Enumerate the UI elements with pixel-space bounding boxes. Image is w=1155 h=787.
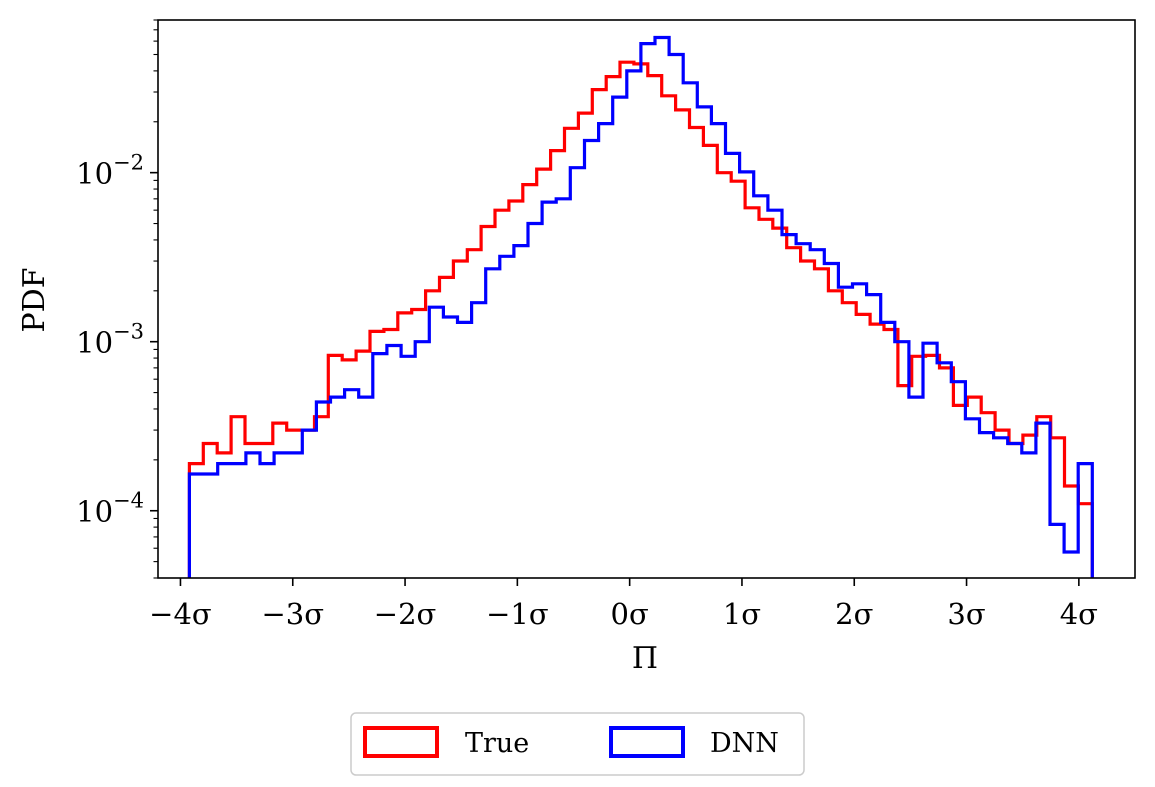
series-layer	[187, 35, 1094, 578]
x-axis: −4σ −3σ −2σ −1σ 0σ 1σ 2σ 3σ 4σ	[149, 578, 1098, 631]
x-tick-label: −3σ	[261, 597, 324, 631]
legend-swatch-dnn	[609, 726, 685, 758]
legend-frame	[350, 712, 805, 776]
y-tick-label: 10−2	[76, 151, 144, 191]
x-tick-label: 4σ	[1060, 597, 1098, 631]
x-tick-label: 0σ	[611, 597, 649, 631]
x-tick-label: 1σ	[723, 597, 761, 631]
legend-label-true: True	[465, 728, 529, 759]
legend-label-dnn: DNN	[710, 728, 779, 759]
y-axis-title: PDF	[17, 267, 52, 332]
series-dnn-step	[187, 35, 1094, 578]
x-tick-label: 2σ	[835, 597, 873, 631]
series-true-step	[187, 60, 1094, 578]
legend: True DNN	[350, 712, 805, 776]
legend-swatch-true	[363, 726, 439, 758]
x-tick-label: −2σ	[374, 597, 437, 631]
x-axis-title: Π	[632, 641, 658, 676]
x-tick-label: −4σ	[149, 597, 212, 631]
y-tick-label: 10−4	[76, 489, 144, 529]
y-tick-label: 10−3	[76, 320, 144, 360]
x-tick-label: 3σ	[947, 597, 985, 631]
y-axis: 10−2 10−3 10−4	[76, 19, 158, 579]
x-tick-label: −1σ	[486, 597, 549, 631]
plot-frame	[157, 19, 1136, 579]
